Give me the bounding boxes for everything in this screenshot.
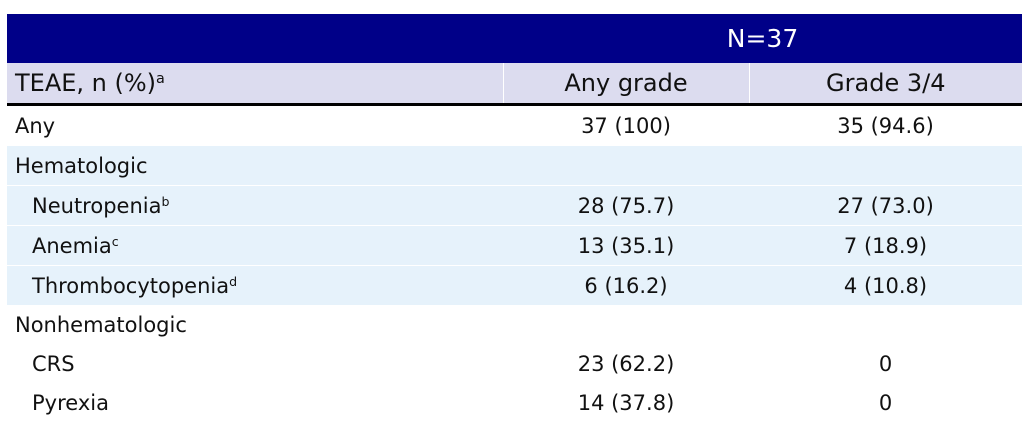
- ae-table: N=37 TEAE, n (%)a Any grade Grade 3/4 An…: [7, 14, 1022, 422]
- value-cell: 0: [878, 351, 893, 376]
- value-cell: 13 (35.1): [503, 225, 749, 266]
- header-text: TEAE, n (%): [15, 69, 157, 97]
- footnote-mark: c: [111, 233, 119, 249]
- n-title: N=37: [503, 14, 1022, 63]
- title-row: N=37: [7, 14, 1022, 63]
- column-header: Any grade: [502, 63, 749, 106]
- value-cell: 35 (94.6): [837, 113, 934, 138]
- label-text: Anemia: [32, 233, 112, 258]
- value-cell: 27 (73.0): [749, 185, 1022, 226]
- table-row: Pyrexia 14 (37.8) 0: [7, 383, 1022, 422]
- label-text: Nonhematologic: [15, 312, 187, 337]
- row-label: Any: [7, 105, 503, 146]
- label-text: Pyrexia: [32, 390, 109, 415]
- table-row: Nonhematologic: [7, 305, 1022, 344]
- table-row: Neutropeniab 28 (75.7) 27 (73.0): [7, 185, 1022, 226]
- value-cell: 23 (62.2): [577, 351, 675, 376]
- footnote-mark: a: [156, 71, 165, 88]
- row-label: Hematologic: [7, 145, 503, 186]
- label-text: CRS: [32, 351, 75, 376]
- blank-cell: [7, 14, 503, 63]
- table-row: Hematologic: [7, 145, 1022, 186]
- value-cell: 28 (75.7): [503, 185, 749, 226]
- blank-cell: [749, 305, 1022, 344]
- row-label: Nonhematologic: [7, 305, 503, 344]
- row-label: Anemiac: [7, 225, 503, 266]
- table-row: Any 37 (100) 35 (94.6): [7, 105, 1022, 146]
- value-cell: 14 (37.8): [577, 390, 675, 415]
- table-row: Thrombocytopeniad 6 (16.2) 4 (10.8): [7, 265, 1022, 305]
- label-text: Any: [15, 113, 56, 138]
- blank-cell: [749, 145, 1022, 186]
- table-body: N=37 TEAE, n (%)a Any grade Grade 3/4 An…: [7, 14, 1022, 422]
- table-row: Anemiac 13 (35.1) 7 (18.9): [7, 225, 1022, 266]
- row-label: Pyrexia: [7, 383, 503, 422]
- blank-cell: [503, 305, 749, 344]
- value-cell: 0: [878, 390, 893, 415]
- label-text: Thrombocytopenia: [32, 273, 230, 298]
- value-cell: 7 (18.9): [749, 225, 1022, 266]
- blank-cell: [503, 145, 749, 186]
- row-label: CRS: [7, 344, 503, 383]
- table-row: CRS 23 (62.2) 0: [7, 344, 1022, 383]
- column-header: Grade 3/4: [748, 63, 1022, 106]
- label-text: Neutropenia: [32, 193, 162, 218]
- header-row: TEAE, n (%)a Any grade Grade 3/4: [7, 63, 1022, 106]
- value-cell: 37 (100): [581, 113, 671, 138]
- footnote-mark: d: [229, 273, 238, 289]
- value-cell: 6 (16.2): [503, 265, 749, 305]
- row-label: Thrombocytopeniad: [7, 265, 503, 305]
- footnote-mark: b: [161, 193, 170, 209]
- value-cell: 4 (10.8): [749, 265, 1022, 305]
- header-label: TEAE, n (%)a: [7, 63, 503, 106]
- row-label: Neutropeniab: [7, 185, 503, 226]
- label-text: Hematologic: [15, 153, 148, 178]
